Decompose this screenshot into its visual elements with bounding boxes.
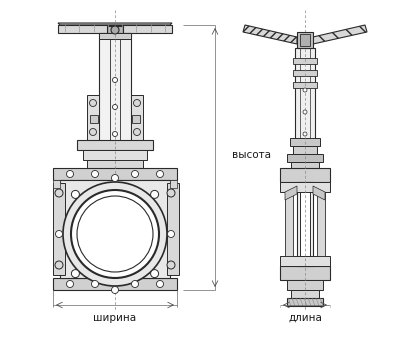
Circle shape xyxy=(66,281,74,288)
Bar xyxy=(317,192,325,256)
Bar xyxy=(131,95,143,140)
Polygon shape xyxy=(58,25,172,33)
Bar xyxy=(290,138,320,146)
Text: ширина: ширина xyxy=(94,313,136,323)
Bar xyxy=(297,182,313,266)
Circle shape xyxy=(156,171,164,177)
Bar xyxy=(287,280,323,290)
Bar xyxy=(90,115,98,123)
Bar xyxy=(291,162,319,168)
Bar xyxy=(77,140,153,150)
Bar xyxy=(291,290,319,298)
Circle shape xyxy=(63,182,167,286)
Bar xyxy=(280,182,330,192)
Circle shape xyxy=(111,26,119,34)
Bar xyxy=(99,33,131,168)
Bar xyxy=(280,266,330,280)
Circle shape xyxy=(90,128,96,136)
Circle shape xyxy=(77,196,153,272)
Bar xyxy=(53,183,65,275)
Bar xyxy=(300,186,310,262)
Circle shape xyxy=(134,128,140,136)
Bar xyxy=(293,58,317,64)
Circle shape xyxy=(168,230,174,237)
Bar xyxy=(297,32,313,48)
Bar xyxy=(293,146,317,154)
Bar xyxy=(87,160,143,168)
Bar xyxy=(280,168,330,182)
Circle shape xyxy=(72,270,80,277)
Polygon shape xyxy=(53,180,60,188)
Polygon shape xyxy=(285,186,297,200)
Bar xyxy=(300,34,310,46)
Bar xyxy=(293,82,317,88)
Circle shape xyxy=(55,189,63,197)
Circle shape xyxy=(55,261,63,269)
Bar xyxy=(287,154,323,162)
Bar xyxy=(293,70,317,76)
Circle shape xyxy=(112,78,118,82)
Bar xyxy=(167,183,179,275)
Bar xyxy=(53,278,177,290)
Circle shape xyxy=(167,261,175,269)
Circle shape xyxy=(132,171,138,177)
Circle shape xyxy=(90,100,96,107)
Polygon shape xyxy=(313,186,325,200)
Bar xyxy=(132,115,140,123)
Circle shape xyxy=(66,171,74,177)
Circle shape xyxy=(150,270,158,277)
Circle shape xyxy=(156,281,164,288)
Circle shape xyxy=(303,88,307,92)
Circle shape xyxy=(167,189,175,197)
Circle shape xyxy=(134,100,140,107)
Bar xyxy=(99,33,131,39)
Circle shape xyxy=(56,230,62,237)
Bar xyxy=(60,180,170,278)
Circle shape xyxy=(112,104,118,109)
Bar xyxy=(107,26,123,33)
Circle shape xyxy=(112,174,118,182)
Bar xyxy=(53,168,177,180)
Polygon shape xyxy=(58,23,172,25)
Circle shape xyxy=(92,281,98,288)
Circle shape xyxy=(112,131,118,137)
Text: высота: высота xyxy=(232,150,271,160)
Bar xyxy=(287,298,323,306)
Circle shape xyxy=(303,132,307,136)
Polygon shape xyxy=(243,25,297,44)
Bar xyxy=(285,192,293,256)
Bar xyxy=(280,256,330,266)
Circle shape xyxy=(132,281,138,288)
Circle shape xyxy=(71,190,159,278)
Circle shape xyxy=(112,286,118,293)
Polygon shape xyxy=(313,25,367,44)
Polygon shape xyxy=(170,180,177,188)
Circle shape xyxy=(303,110,307,114)
Bar xyxy=(295,48,315,168)
Text: длина: длина xyxy=(288,313,322,323)
Circle shape xyxy=(72,190,80,198)
Bar xyxy=(83,150,147,160)
Circle shape xyxy=(92,171,98,177)
Bar xyxy=(87,95,99,140)
Circle shape xyxy=(150,190,158,198)
